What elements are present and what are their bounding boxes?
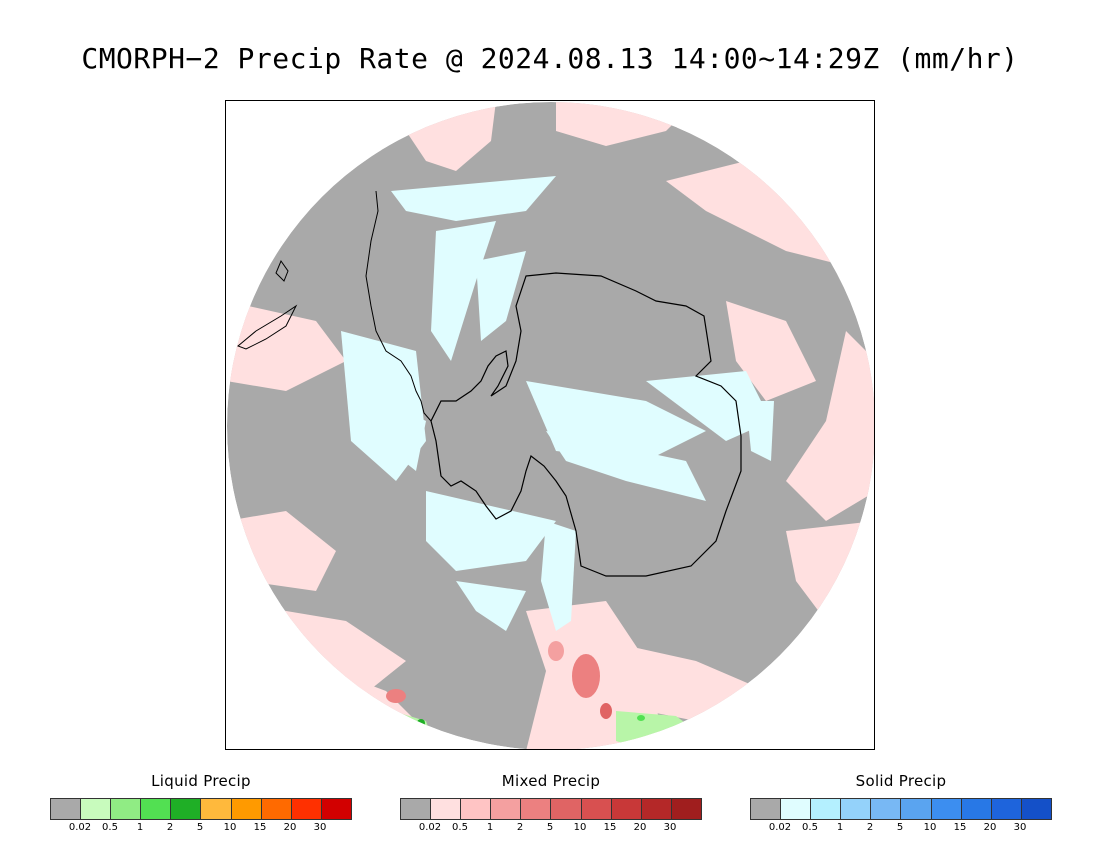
liquid-tick-label: 10 xyxy=(223,822,237,833)
solid-swatch-0 xyxy=(751,799,782,819)
legend-liquid-title: Liquid Precip xyxy=(151,772,251,790)
liquid-swatch-7 xyxy=(261,799,292,819)
map-title: CMORPH−2 Precip Rate @ 2024.08.13 14:00~… xyxy=(81,42,1019,75)
mixed-swatch-8 xyxy=(641,799,672,819)
south-america-coastline xyxy=(365,190,432,422)
legend-liquid-ticks: 0.02 0.5 1 2 5 10 15 20 30 xyxy=(50,822,352,836)
mixed-swatch-1 xyxy=(431,799,462,819)
mixed-tick-label: 30 xyxy=(663,822,677,833)
mixed-tick-label: 0.5 xyxy=(452,822,468,833)
solid-tick-label: 20 xyxy=(983,822,997,833)
mixed-swatch-2 xyxy=(461,799,492,819)
liquid-tick-label: 5 xyxy=(196,822,204,833)
mixed-swatch-6 xyxy=(581,799,612,819)
liquid-swatch-3 xyxy=(141,799,172,819)
mixed-tick-label: 20 xyxy=(633,822,647,833)
polar-map xyxy=(225,100,875,750)
legend-liquid-swatches xyxy=(50,798,352,820)
mixed-swatch-9 xyxy=(671,799,701,819)
solid-swatch-1 xyxy=(781,799,812,819)
solid-tick-label: 30 xyxy=(1013,822,1027,833)
liquid-swatch-4 xyxy=(171,799,202,819)
liquid-swatch-8 xyxy=(291,799,322,819)
solid-swatch-6 xyxy=(931,799,962,819)
solid-swatch-5 xyxy=(901,799,932,819)
legend-mixed: Mixed Precip 0.02 0.5 1 2 5 10 15 20 30 xyxy=(400,772,702,836)
liquid-tick-label: 30 xyxy=(313,822,327,833)
liquid-swatch-6 xyxy=(231,799,262,819)
liquid-tick-label: 0.5 xyxy=(102,822,118,833)
mixed-precip-cores xyxy=(386,641,612,719)
mixed-tick-label: 2 xyxy=(516,822,524,833)
liquid-tick-label: 15 xyxy=(253,822,267,833)
solid-tick-label: 15 xyxy=(953,822,967,833)
map-canvas xyxy=(227,102,874,749)
mixed-tick-label: 10 xyxy=(573,822,587,833)
solid-swatch-8 xyxy=(991,799,1022,819)
antarctica-coastline xyxy=(430,272,742,577)
solid-swatch-2 xyxy=(811,799,842,819)
liquid-tick-label: 1 xyxy=(136,822,144,833)
mixed-swatch-7 xyxy=(611,799,642,819)
mixed-swatch-0 xyxy=(401,799,432,819)
solid-tick-label: 0.02 xyxy=(768,822,792,833)
solid-swatch-4 xyxy=(871,799,902,819)
solid-tick-label: 5 xyxy=(896,822,904,833)
mixed-swatch-4 xyxy=(521,799,552,819)
mixed-swatch-3 xyxy=(491,799,522,819)
liquid-swatch-2 xyxy=(111,799,142,819)
mixed-tick-label: 15 xyxy=(603,822,617,833)
mixed-tick-label: 0.02 xyxy=(418,822,442,833)
solid-tick-label: 0.5 xyxy=(802,822,818,833)
legend-mixed-swatches xyxy=(400,798,702,820)
solid-tick-label: 2 xyxy=(866,822,874,833)
solid-tick-label: 10 xyxy=(923,822,937,833)
legend-solid: Solid Precip 0.02 0.5 1 2 5 10 15 20 30 xyxy=(750,772,1052,836)
legend-solid-title: Solid Precip xyxy=(855,772,947,790)
solid-swatch-7 xyxy=(961,799,992,819)
solid-precip-areas xyxy=(341,176,774,631)
liquid-tick-label: 20 xyxy=(283,822,297,833)
legend-solid-swatches xyxy=(750,798,1052,820)
mixed-tick-label: 1 xyxy=(486,822,494,833)
legend-mixed-ticks: 0.02 0.5 1 2 5 10 15 20 30 xyxy=(400,822,702,836)
solid-swatch-3 xyxy=(841,799,872,819)
solid-tick-label: 1 xyxy=(836,822,844,833)
liquid-swatch-0 xyxy=(51,799,82,819)
mixed-swatch-5 xyxy=(551,799,582,819)
liquid-swatch-5 xyxy=(201,799,232,819)
legend-mixed-title: Mixed Precip xyxy=(501,772,601,790)
legend-liquid: Liquid Precip 0.02 0.5 1 2 5 10 15 20 30 xyxy=(50,772,352,836)
solid-swatch-9 xyxy=(1021,799,1051,819)
liquid-swatch-9 xyxy=(321,799,351,819)
new-zealand-coastline xyxy=(237,259,298,350)
legend-solid-ticks: 0.02 0.5 1 2 5 10 15 20 30 xyxy=(750,822,1052,836)
mixed-tick-label: 5 xyxy=(546,822,554,833)
liquid-tick-label: 2 xyxy=(166,822,174,833)
liquid-tick-label: 0.02 xyxy=(68,822,92,833)
liquid-swatch-1 xyxy=(81,799,112,819)
